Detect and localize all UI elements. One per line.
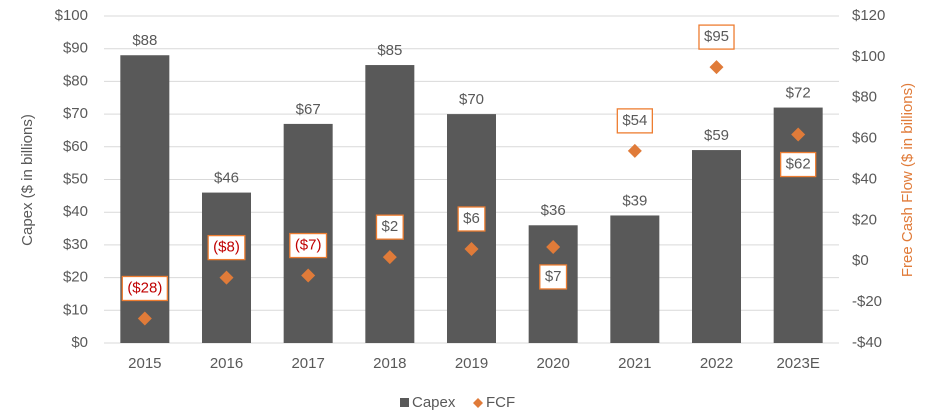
y2-tick-label: $120 — [852, 7, 885, 24]
y-tick-label: $20 — [63, 269, 88, 286]
fcf-marker — [219, 270, 234, 285]
fcf-label-box — [457, 206, 486, 232]
fcf-value-label: $7 — [545, 268, 562, 285]
y-tick-label: $0 — [71, 334, 88, 351]
fcf-value-label: $2 — [381, 218, 398, 235]
x-tick-label: 2018 — [373, 355, 406, 372]
fcf-value-label: $62 — [786, 156, 811, 173]
fcf-value-label: $54 — [622, 112, 647, 129]
fcf-marker — [301, 268, 316, 283]
fcf-label-box — [375, 214, 404, 240]
x-tick-label: 2022 — [700, 355, 733, 372]
legend-swatch — [400, 398, 409, 407]
x-tick-label: 2017 — [291, 355, 324, 372]
fcf-marker — [137, 311, 152, 326]
fcf-value-label: ($28) — [127, 279, 162, 296]
fcf-label-box — [289, 232, 328, 259]
y2-tick-label: $60 — [852, 130, 877, 147]
y-tick-label: $60 — [63, 138, 88, 155]
bar-value-label: $67 — [296, 101, 321, 118]
legend-label: Capex — [412, 394, 456, 411]
y-tick-label: $50 — [63, 170, 88, 187]
y-tick-label: $70 — [63, 105, 88, 122]
y2-tick-label: $20 — [852, 211, 877, 228]
x-tick-label: 2021 — [618, 355, 651, 372]
x-tick-label: 2023E — [776, 355, 819, 372]
y-tick-label: $100 — [55, 7, 88, 24]
x-tick-label: 2019 — [455, 355, 488, 372]
fcf-value-label: $95 — [704, 28, 729, 45]
y2-axis-title: Free Cash Flow ($ in billions) — [899, 83, 916, 277]
bar — [365, 65, 415, 344]
bar-value-label: $72 — [786, 85, 811, 102]
fcf-label-box — [698, 24, 735, 50]
bar-value-label: $85 — [377, 42, 402, 59]
y-tick-label: $40 — [63, 203, 88, 220]
y-tick-label: $80 — [63, 72, 88, 89]
bar — [692, 150, 741, 343]
fcf-marker — [546, 239, 561, 254]
y2-tick-label: $0 — [852, 252, 869, 269]
legend-label: FCF — [486, 394, 515, 411]
y2-tick-label: $100 — [852, 48, 885, 65]
fcf-label-box — [780, 151, 817, 178]
fcf-value-label: ($7) — [295, 237, 322, 254]
bar-value-label: $59 — [704, 127, 729, 144]
fcf-value-label: $6 — [463, 210, 480, 227]
bar-value-label: $36 — [541, 202, 566, 219]
y2-tick-label: -$40 — [852, 334, 882, 351]
y-tick-label: $10 — [63, 301, 88, 318]
fcf-marker — [709, 60, 724, 75]
fcf-marker — [791, 127, 806, 142]
y2-tick-label: $40 — [852, 170, 877, 187]
x-tick-label: 2016 — [210, 355, 243, 372]
bar-value-label: $88 — [132, 32, 157, 49]
fcf-label-box — [207, 234, 246, 261]
bar-value-label: $39 — [622, 192, 647, 209]
fcf-marker — [627, 143, 642, 158]
bar — [773, 107, 823, 343]
y-tick-label: $30 — [63, 236, 88, 253]
fcf-label-box — [539, 264, 568, 290]
fcf-marker — [464, 241, 479, 256]
y-tick-label: $90 — [63, 40, 88, 57]
y-axis-title: Capex ($ in billions) — [19, 114, 36, 246]
bar — [202, 192, 251, 343]
fcf-label-box — [616, 108, 653, 134]
bar — [610, 215, 660, 343]
x-tick-label: 2015 — [128, 355, 161, 372]
legend-swatch — [473, 398, 483, 408]
fcf-label-box — [121, 275, 168, 302]
y2-tick-label: $80 — [852, 89, 877, 106]
fcf-value-label: ($8) — [213, 239, 240, 256]
bar-value-label: $70 — [459, 91, 484, 108]
x-tick-label: 2020 — [536, 355, 569, 372]
y2-tick-label: -$20 — [852, 293, 882, 310]
bar-value-label: $46 — [214, 170, 239, 187]
fcf-marker — [382, 250, 397, 265]
